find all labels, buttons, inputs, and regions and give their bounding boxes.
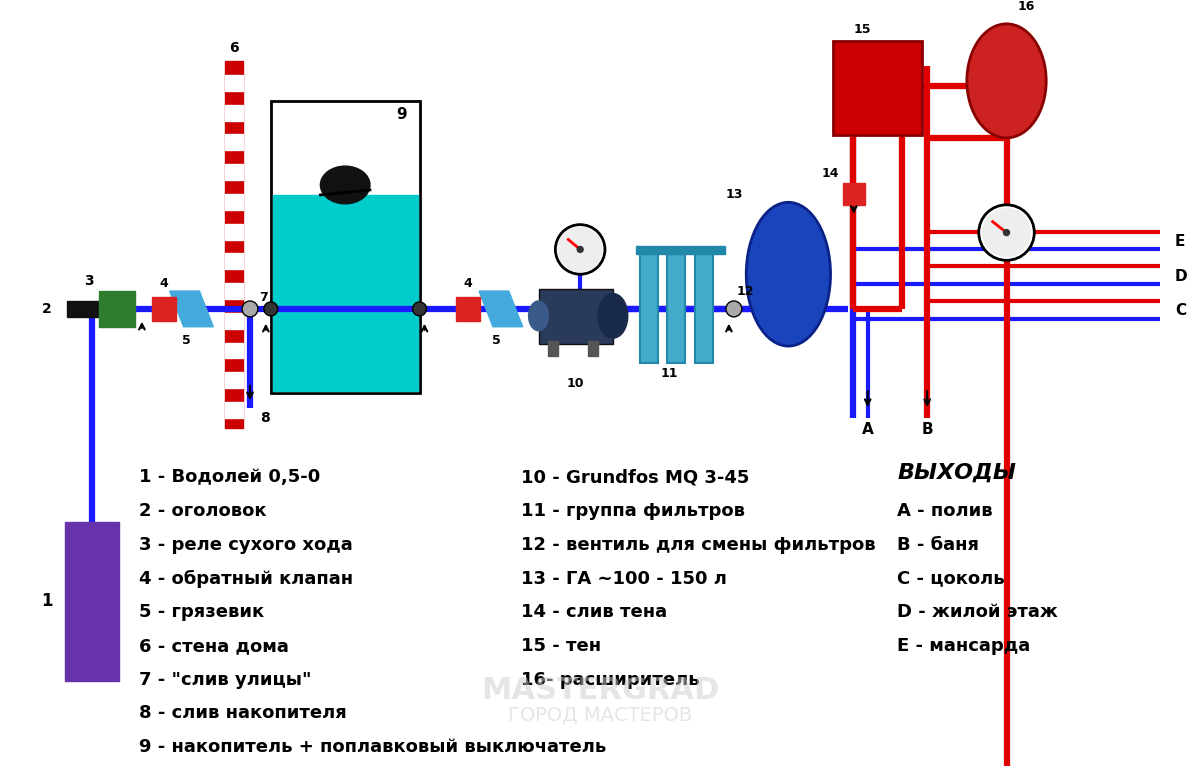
- Text: С - цоколь: С - цоколь: [898, 570, 1006, 588]
- Bar: [842, 183, 865, 205]
- Polygon shape: [479, 291, 523, 327]
- Bar: [226, 342, 244, 358]
- Text: 10 - Grundfos MQ 3-45: 10 - Grundfos MQ 3-45: [521, 469, 749, 486]
- Text: С: С: [1175, 303, 1187, 319]
- Text: 4: 4: [160, 277, 168, 290]
- Text: MASTERGRAD: MASTERGRAD: [481, 676, 719, 705]
- Bar: [226, 194, 244, 210]
- Text: 7: 7: [259, 290, 269, 303]
- Circle shape: [979, 205, 1034, 260]
- Bar: [667, 254, 685, 363]
- Polygon shape: [169, 291, 214, 327]
- Text: В - баня: В - баня: [898, 536, 979, 554]
- Text: 6 - стена дома: 6 - стена дома: [139, 637, 289, 655]
- Text: 12 - вентиль для смены фильтров: 12 - вентиль для смены фильтров: [521, 536, 875, 554]
- Bar: [226, 372, 244, 388]
- Bar: [456, 297, 480, 321]
- Text: 10: 10: [566, 377, 584, 390]
- Bar: [272, 195, 418, 391]
- Text: 1: 1: [41, 592, 53, 611]
- Text: В: В: [922, 422, 934, 437]
- Text: 3: 3: [84, 274, 94, 288]
- Text: 6: 6: [229, 41, 239, 55]
- Ellipse shape: [320, 166, 370, 204]
- Text: E: E: [1175, 234, 1186, 249]
- Text: ВЫХОДЫ: ВЫХОДЫ: [898, 463, 1016, 483]
- Ellipse shape: [529, 301, 548, 331]
- Text: 12: 12: [737, 284, 755, 297]
- Circle shape: [556, 224, 605, 274]
- Ellipse shape: [967, 24, 1046, 138]
- Text: 15 - тен: 15 - тен: [521, 637, 601, 655]
- Bar: [226, 164, 244, 180]
- Bar: [833, 41, 923, 136]
- Text: 14 - слив тена: 14 - слив тена: [521, 604, 667, 621]
- Text: 2 - оголовок: 2 - оголовок: [139, 502, 266, 520]
- Text: E - мансарда: E - мансарда: [898, 637, 1031, 655]
- Text: 3 - реле сухого хода: 3 - реле сухого хода: [139, 536, 353, 554]
- Circle shape: [983, 209, 1031, 257]
- Text: 4: 4: [463, 277, 473, 290]
- Circle shape: [1003, 230, 1009, 235]
- Text: ГОРОД МАСТЕРОВ: ГОРОД МАСТЕРОВ: [508, 706, 692, 725]
- Bar: [271, 100, 420, 393]
- Circle shape: [413, 302, 426, 316]
- Text: 8: 8: [260, 411, 270, 425]
- Text: 11 - группа фильтров: 11 - группа фильтров: [521, 502, 745, 520]
- Text: 4 - обратный клапан: 4 - обратный клапан: [139, 570, 353, 588]
- Text: 7 - "слив улицы": 7 - "слив улицы": [139, 671, 312, 689]
- Circle shape: [558, 228, 602, 271]
- Text: 16: 16: [1018, 0, 1036, 13]
- Text: 14: 14: [821, 166, 839, 179]
- Text: D - жилой этаж: D - жилой этаж: [898, 604, 1058, 621]
- Text: 8 - слив накопителя: 8 - слив накопителя: [139, 705, 347, 722]
- Bar: [226, 313, 244, 329]
- Text: А: А: [862, 422, 874, 437]
- Text: 5 - грязевик: 5 - грязевик: [139, 604, 264, 621]
- Text: 1 - Водолей 0,5-0: 1 - Водолей 0,5-0: [139, 469, 320, 486]
- Text: 5: 5: [492, 334, 500, 347]
- Bar: [226, 283, 244, 299]
- Bar: [226, 402, 244, 418]
- Ellipse shape: [746, 202, 830, 346]
- Text: 16- расширитель: 16- расширитель: [521, 671, 700, 689]
- Bar: [226, 61, 244, 428]
- Circle shape: [264, 302, 277, 316]
- Circle shape: [242, 301, 258, 317]
- Circle shape: [726, 301, 742, 317]
- Bar: [226, 75, 244, 91]
- Bar: [226, 254, 244, 270]
- Text: А - полив: А - полив: [898, 502, 994, 520]
- Bar: [636, 247, 725, 254]
- Bar: [100, 291, 134, 327]
- Bar: [226, 134, 244, 150]
- Text: 13: 13: [725, 188, 743, 201]
- Bar: [226, 224, 244, 240]
- Bar: [539, 289, 613, 344]
- Text: 2: 2: [42, 302, 52, 316]
- Bar: [588, 341, 598, 355]
- Bar: [152, 297, 175, 321]
- Bar: [548, 341, 558, 355]
- Bar: [695, 254, 713, 363]
- Circle shape: [577, 247, 583, 252]
- Text: 9 - накопитель + поплавковый выключатель: 9 - накопитель + поплавковый выключатель: [139, 738, 606, 756]
- Text: D: D: [1175, 269, 1188, 283]
- Bar: [640, 254, 658, 363]
- Bar: [226, 432, 244, 447]
- Bar: [226, 105, 244, 120]
- Ellipse shape: [598, 293, 628, 338]
- Text: 11: 11: [661, 367, 678, 380]
- Text: 9: 9: [396, 107, 407, 122]
- Text: 15: 15: [854, 23, 871, 36]
- Bar: [67, 301, 116, 317]
- Bar: [65, 522, 119, 681]
- Text: 13 - ГА ~100 - 150 л: 13 - ГА ~100 - 150 л: [521, 570, 726, 588]
- Text: 5: 5: [182, 334, 191, 347]
